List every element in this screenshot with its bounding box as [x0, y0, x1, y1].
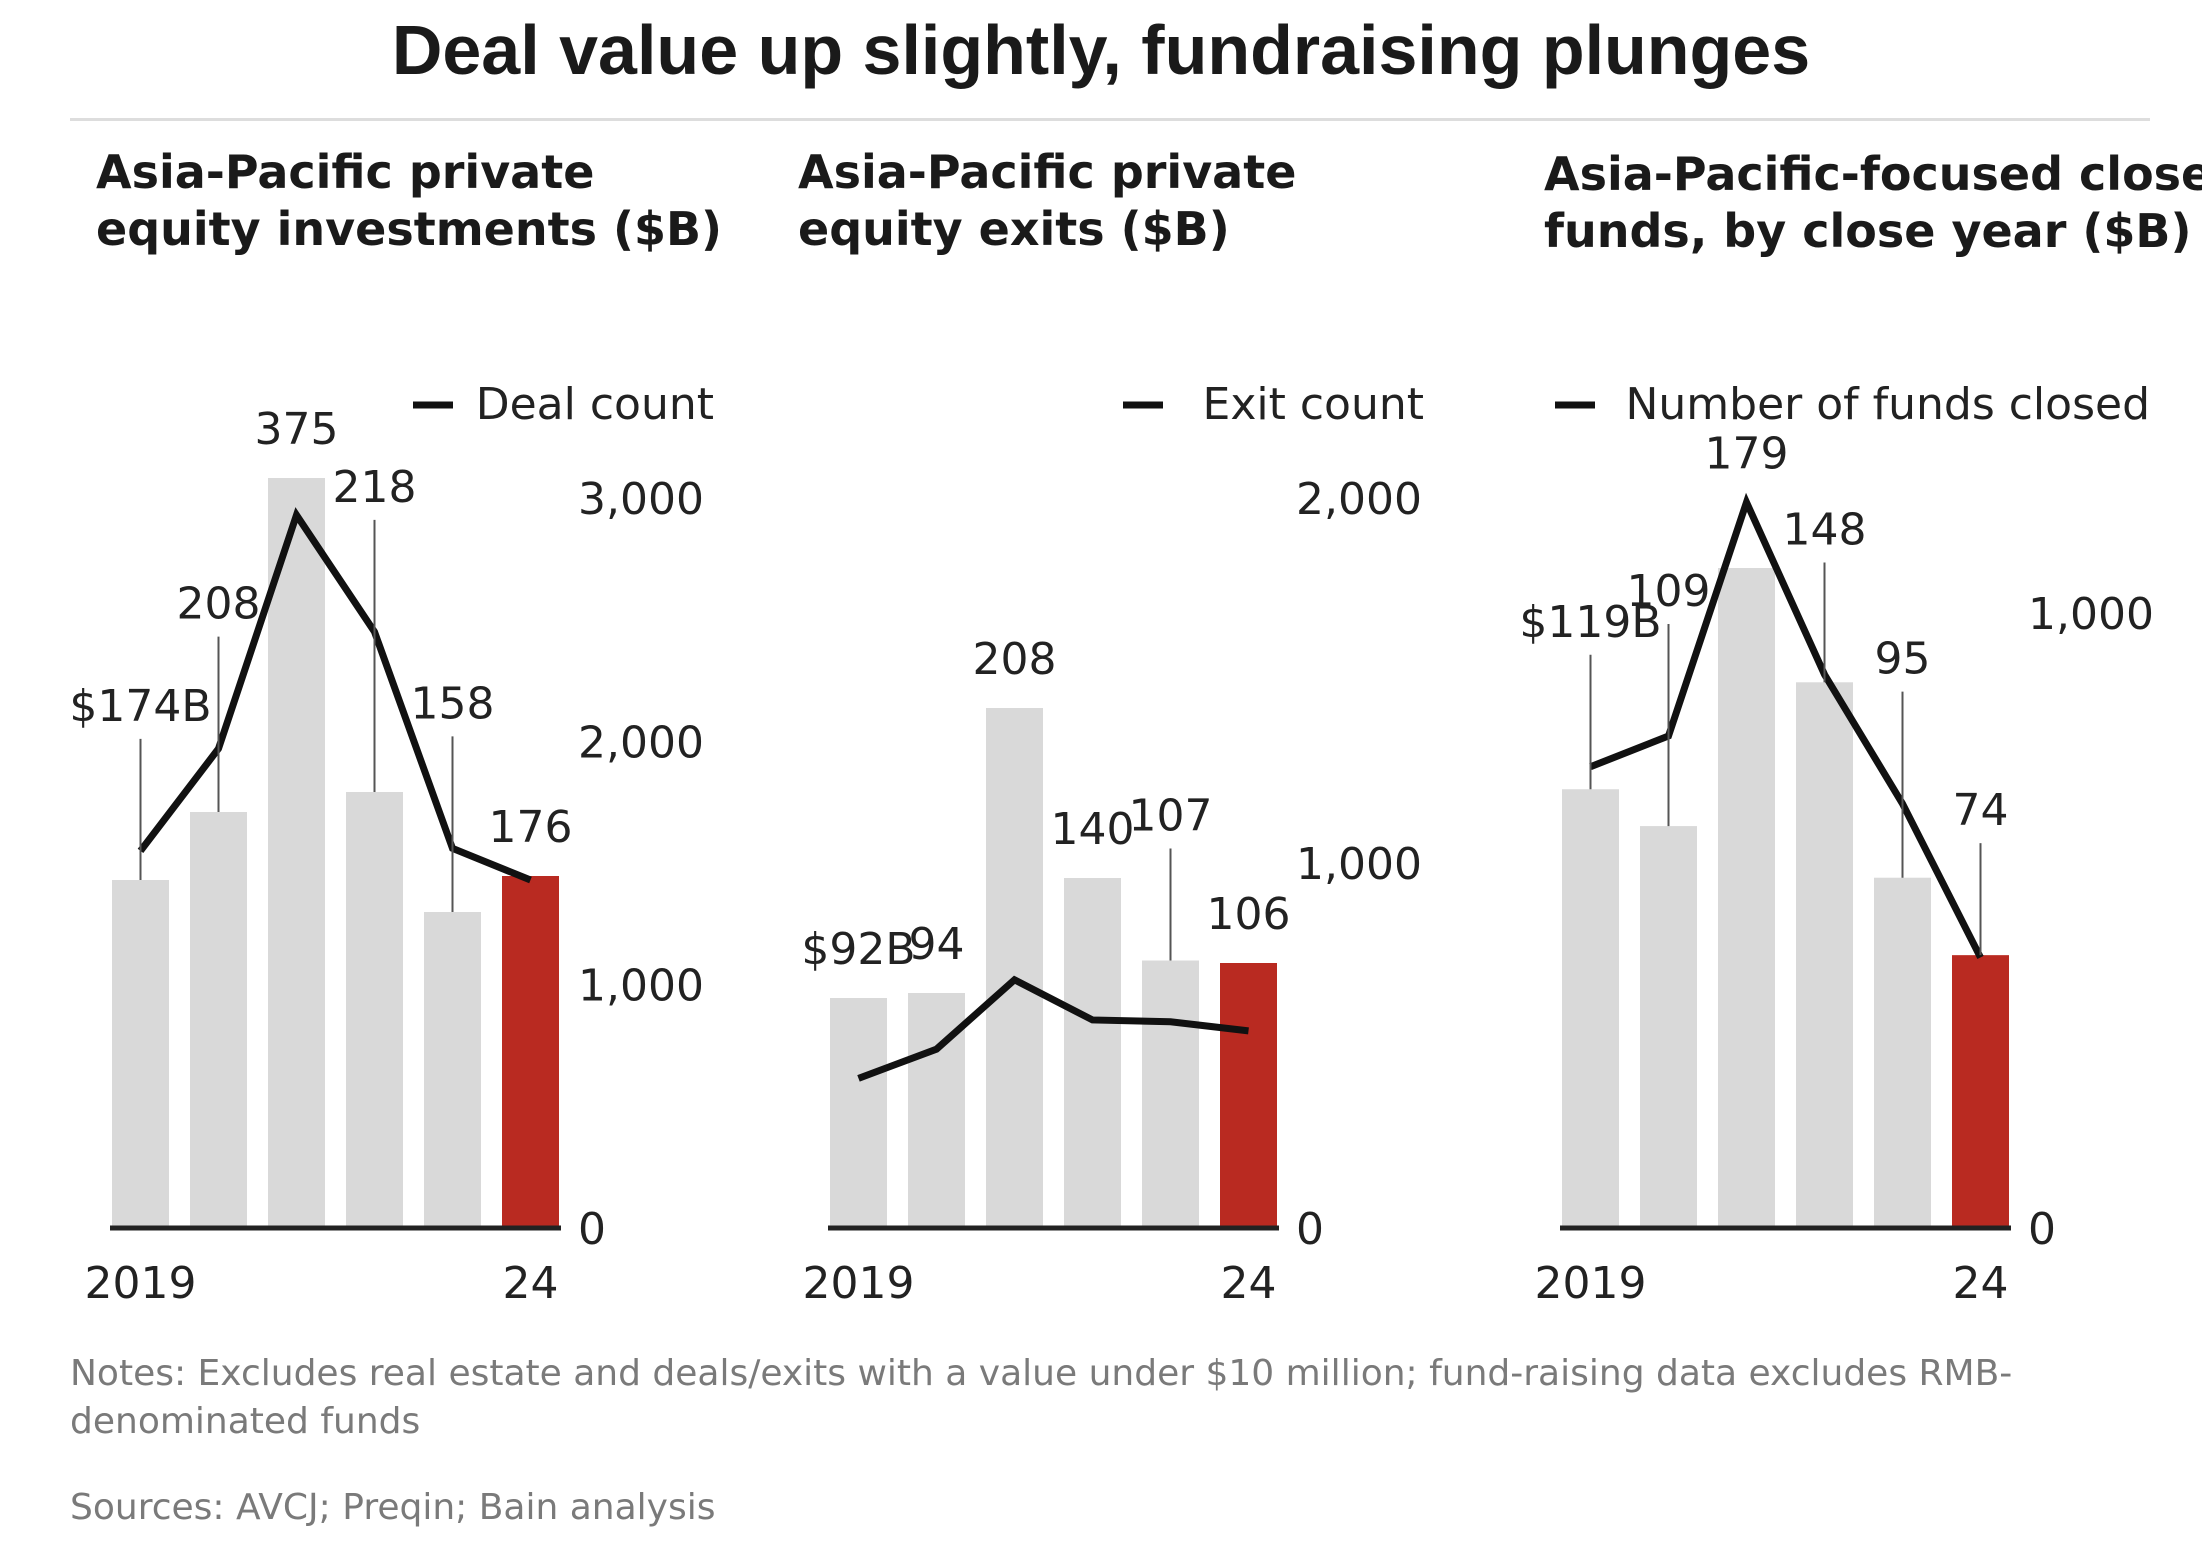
data-label: 106 [1207, 889, 1291, 940]
right-axis-tick-label: 1,000 [578, 961, 704, 1012]
chart-sources: Sources: AVCJ; Preqin; Bain analysis [70, 1487, 716, 1528]
data-label: 176 [489, 802, 573, 853]
data-label: $119B [1519, 597, 1661, 648]
title-divider [70, 118, 2150, 121]
data-label: 158 [411, 678, 495, 729]
data-label: 109 [1627, 566, 1711, 617]
bar [424, 912, 481, 1228]
data-label: 208 [973, 634, 1057, 685]
data-label: $174B [69, 681, 211, 732]
count-line [137, 507, 532, 884]
bar [1640, 826, 1697, 1228]
data-label: 208 [177, 579, 261, 630]
panel-title-line: Asia-Pacific private [798, 145, 1296, 199]
right-axis-tick-label: 0 [1296, 1204, 1324, 1255]
x-tick-label: 24 [503, 1258, 559, 1309]
panel-title-line: Asia-Pacific-focused closed [1544, 147, 2202, 201]
count-line [1589, 492, 1984, 959]
x-tick-label: 2019 [85, 1258, 197, 1309]
bar [1874, 877, 1931, 1228]
x-tick-label: 24 [1953, 1258, 2009, 1309]
panel-title-line: equity investments ($B) [96, 202, 722, 256]
x-tick-label: 2019 [1535, 1258, 1647, 1309]
highlight-bar [1220, 963, 1277, 1228]
right-axis-tick-label: 3,000 [578, 474, 704, 525]
panel-title-line: Asia-Pacific private [96, 145, 594, 199]
data-label: 375 [255, 404, 339, 455]
data-label: 148 [1783, 505, 1867, 556]
panel-title-line: funds, by close year ($B) [1544, 204, 2192, 258]
right-axis-tick-label: 2,000 [578, 717, 704, 768]
x-tick-label: 2019 [803, 1258, 915, 1309]
bar [112, 880, 169, 1228]
right-axis-tick-label: 1,000 [1296, 839, 1422, 890]
legend-label: Exit count [1203, 379, 1424, 430]
bar [346, 792, 403, 1228]
bar [830, 998, 887, 1228]
data-label: 95 [1875, 634, 1931, 685]
data-label: 218 [333, 462, 417, 513]
panel-title-line: equity exits ($B) [798, 202, 1230, 256]
page-title: Deal value up slightly, fundraising plun… [391, 11, 1811, 89]
bar [1796, 682, 1853, 1228]
data-label: 107 [1129, 791, 1213, 842]
bar [190, 812, 247, 1228]
bar [1718, 568, 1775, 1228]
data-label: 179 [1705, 428, 1789, 479]
right-axis-tick-label: 2,000 [1296, 474, 1422, 525]
legend-label: Number of funds closed [1626, 379, 2151, 430]
count-line [857, 975, 1249, 1082]
data-label: 74 [1953, 785, 2009, 836]
chart-notes: Notes: Excludes real estate and deals/ex… [70, 1353, 2013, 1442]
bar [1064, 878, 1121, 1228]
bar [1562, 789, 1619, 1228]
x-tick-label: 24 [1221, 1258, 1277, 1309]
legend-label: Deal count [476, 379, 714, 430]
highlight-bar [502, 876, 559, 1228]
right-axis-tick-label: 0 [2028, 1204, 2056, 1255]
bar [268, 478, 325, 1228]
bar [986, 708, 1043, 1228]
data-label: $92B [801, 924, 915, 975]
data-label: 140 [1051, 804, 1135, 855]
data-label: 94 [909, 919, 965, 970]
right-axis-tick-label: 1,000 [2028, 589, 2154, 640]
highlight-bar [1952, 955, 2009, 1228]
bar [1142, 960, 1199, 1228]
right-axis-tick-label: 0 [578, 1204, 606, 1255]
